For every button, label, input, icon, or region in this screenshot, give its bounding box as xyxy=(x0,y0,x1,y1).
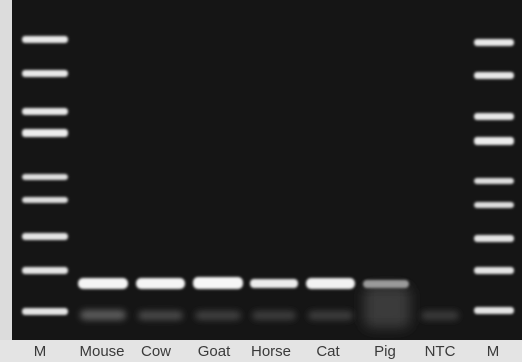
ladder-band xyxy=(22,129,68,137)
sample-lane-horse xyxy=(250,279,298,320)
ladder-band xyxy=(22,70,68,77)
sample-lane-cow xyxy=(136,278,185,320)
ladder-lane-left xyxy=(22,36,68,315)
ladder-band xyxy=(22,267,68,274)
lane-label-cow: Cow xyxy=(140,343,171,360)
product-band xyxy=(78,278,128,289)
ladder-band xyxy=(22,197,68,203)
product-band xyxy=(136,278,185,289)
primer-dimer-smear xyxy=(195,311,241,320)
ladder-band xyxy=(474,178,514,184)
lane-label-pig: Pig xyxy=(374,343,396,360)
ladder-band xyxy=(474,39,514,46)
primer-dimer-smear xyxy=(138,311,183,320)
gel-background xyxy=(0,0,522,340)
lane-label-m-right: M xyxy=(486,343,500,360)
primer-dimer-smear xyxy=(308,311,353,320)
ladder-band xyxy=(474,72,514,79)
ladder-band xyxy=(474,137,514,145)
ladder-band xyxy=(474,235,514,242)
ladder-band xyxy=(22,174,68,180)
ladder-band xyxy=(474,307,514,314)
ladder-band xyxy=(22,108,68,115)
product-band xyxy=(250,279,298,288)
lane-label-ntc: NTC xyxy=(424,343,456,360)
sample-lane-goat xyxy=(193,277,243,320)
product-band xyxy=(306,278,355,289)
lane-labels: M Mouse Cow Goat Horse Cat Pig NTC M xyxy=(0,341,522,362)
ladder-band xyxy=(474,202,514,208)
gel-left-border xyxy=(0,0,12,340)
sample-lane-ntc xyxy=(421,311,459,320)
product-band xyxy=(193,277,243,289)
primer-dimer-smear xyxy=(252,311,296,320)
ladder-band xyxy=(22,308,68,315)
lane-label-horse: Horse xyxy=(250,343,291,360)
lane-label-m-left: M xyxy=(33,343,47,360)
primer-dimer-smear xyxy=(80,310,126,320)
ladder-band xyxy=(22,233,68,240)
ladder-band xyxy=(474,113,514,120)
lane-label-mouse: Mouse xyxy=(79,343,125,360)
sample-lane-cat xyxy=(306,278,355,320)
sample-lane-pig xyxy=(363,280,410,328)
lane-label-cat: Cat xyxy=(316,343,340,360)
gel-image xyxy=(0,0,522,340)
lane-label-goat: Goat xyxy=(197,343,231,360)
product-band xyxy=(363,280,409,288)
primer-dimer-smear xyxy=(421,311,459,320)
ladder-lane-right xyxy=(474,39,514,314)
ladder-band xyxy=(22,36,68,43)
pig-smear xyxy=(364,286,410,328)
sample-lane-mouse xyxy=(78,278,128,320)
ladder-band xyxy=(474,267,514,274)
